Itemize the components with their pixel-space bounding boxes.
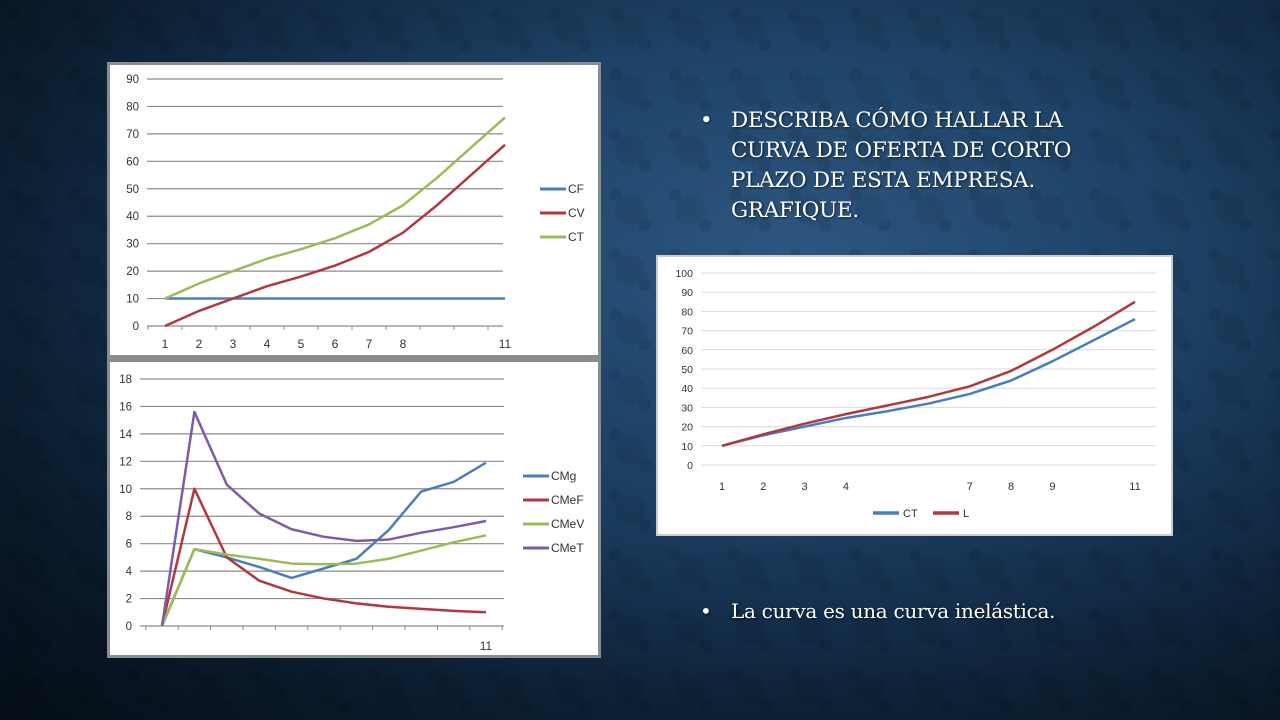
- legend-label: CF: [568, 182, 584, 196]
- y-tick-label: 90: [681, 287, 693, 299]
- series-line-cmet: [160, 410, 487, 627]
- y-tick-label: 10: [119, 484, 132, 496]
- legend-label: CV: [568, 206, 585, 220]
- x-tick-label: 3: [802, 481, 808, 493]
- x-tick-label: 11: [499, 337, 512, 351]
- y-tick-label: 10: [681, 441, 693, 453]
- y-tick-label: 16: [119, 401, 132, 413]
- y-tick-label: 80: [126, 101, 139, 113]
- y-tick-label: 40: [681, 383, 693, 395]
- legend-label: CMeT: [551, 541, 584, 555]
- x-tick-label: 8: [400, 337, 407, 351]
- y-tick-label: 20: [681, 422, 693, 434]
- x-tick-label: 7: [366, 337, 373, 351]
- answer-text: La curva es una curva inelástica.: [731, 599, 1056, 623]
- supply-curve-chart-svg: 0 10 20 30 40 50 60 70 80 90 100 1 2 3 4 7 8 9 11 CT L: [675, 268, 1156, 520]
- x-tick-label: 2: [196, 337, 203, 351]
- y-tick-label: 0: [133, 321, 139, 333]
- answer-bullet: • La curva es una curva inelástica.: [700, 597, 1120, 625]
- y-tick-label: 20: [126, 266, 139, 278]
- y-tick-label: 0: [126, 621, 132, 633]
- y-tick-label: 70: [681, 326, 693, 338]
- unit-cost-curves-chart: 0 2 4 6 8 10 12 14 16 18 11 CMg CMeF CMeV CMeT: [107, 358, 601, 658]
- y-tick-label: 6: [126, 539, 132, 551]
- y-tick-label: 90: [126, 74, 139, 86]
- legend-label: CMeF: [551, 493, 584, 507]
- cost-curves-chart-svg: 0 10 20 30 40 50 60 70 80 90 1 2 3 4 5 6 7 8 11 CF CV CT: [126, 74, 585, 351]
- y-tick-label: 12: [119, 456, 132, 468]
- series-line-ct: [721, 317, 1136, 448]
- y-tick-label: 60: [681, 345, 693, 357]
- series-line-cmg: [160, 461, 487, 627]
- series-line-cv: [164, 143, 506, 328]
- y-tick-label: 100: [675, 268, 693, 280]
- series-line-l: [721, 300, 1136, 448]
- x-tick-label: 2: [760, 481, 766, 493]
- question-bullet: • DESCRIBA CÓMO HALLAR LA CURVA DE OFERT…: [700, 106, 1120, 226]
- legend-label: CT: [903, 508, 918, 520]
- x-tick-label: 8: [1008, 481, 1014, 493]
- cost-curves-chart: 0 10 20 30 40 50 60 70 80 90 1 2 3 4 5 6 7 8 11 CF CV CT: [107, 62, 601, 358]
- x-tick-label: 4: [843, 481, 849, 493]
- legend-label: CMg: [551, 469, 576, 483]
- y-tick-label: 4: [126, 566, 133, 578]
- y-tick-label: 40: [126, 211, 139, 223]
- y-tick-label: 50: [681, 364, 693, 376]
- y-tick-label: 80: [681, 306, 693, 318]
- y-tick-label: 30: [126, 239, 139, 251]
- series-line-cmev: [160, 534, 487, 627]
- y-tick-label: 60: [126, 156, 139, 168]
- x-tick-label: 4: [264, 337, 271, 351]
- y-tick-label: 50: [126, 184, 139, 196]
- y-tick-label: 70: [126, 129, 139, 141]
- y-tick-label: 18: [119, 374, 132, 386]
- y-tick-label: 0: [687, 460, 693, 472]
- x-tick-label: 11: [480, 639, 493, 653]
- y-tick-label: 10: [126, 294, 139, 306]
- y-tick-label: 30: [681, 402, 693, 414]
- y-tick-label: 2: [126, 594, 132, 606]
- x-tick-label: 6: [332, 337, 339, 351]
- x-tick-label: 1: [162, 337, 169, 351]
- x-tick-label: 11: [1129, 481, 1140, 493]
- supply-curve-chart: 0 10 20 30 40 50 60 70 80 90 100 1 2 3 4 7 8 9 11 CT L: [656, 255, 1173, 536]
- legend-label: CT: [568, 230, 585, 244]
- y-tick-label: 14: [119, 429, 132, 441]
- legend-label: L: [963, 508, 969, 520]
- legend-label: CMeV: [551, 517, 584, 531]
- x-tick-label: 9: [1049, 481, 1055, 493]
- unit-cost-curves-chart-svg: 0 2 4 6 8 10 12 14 16 18 11 CMg CMeF CMeV CMeT: [119, 374, 584, 653]
- series-line-cmef: [160, 487, 487, 627]
- series-line-ct: [164, 116, 506, 300]
- y-tick-label: 8: [126, 511, 132, 523]
- x-tick-label: 1: [719, 481, 725, 493]
- bullet-icon: •: [700, 599, 712, 623]
- bullet-icon: •: [700, 108, 713, 133]
- question-text: DESCRIBA CÓMO HALLAR LA CURVA DE OFERTA …: [731, 108, 1072, 223]
- x-tick-label: 5: [298, 337, 305, 351]
- x-tick-label: 3: [230, 337, 237, 351]
- x-tick-label: 7: [967, 481, 973, 493]
